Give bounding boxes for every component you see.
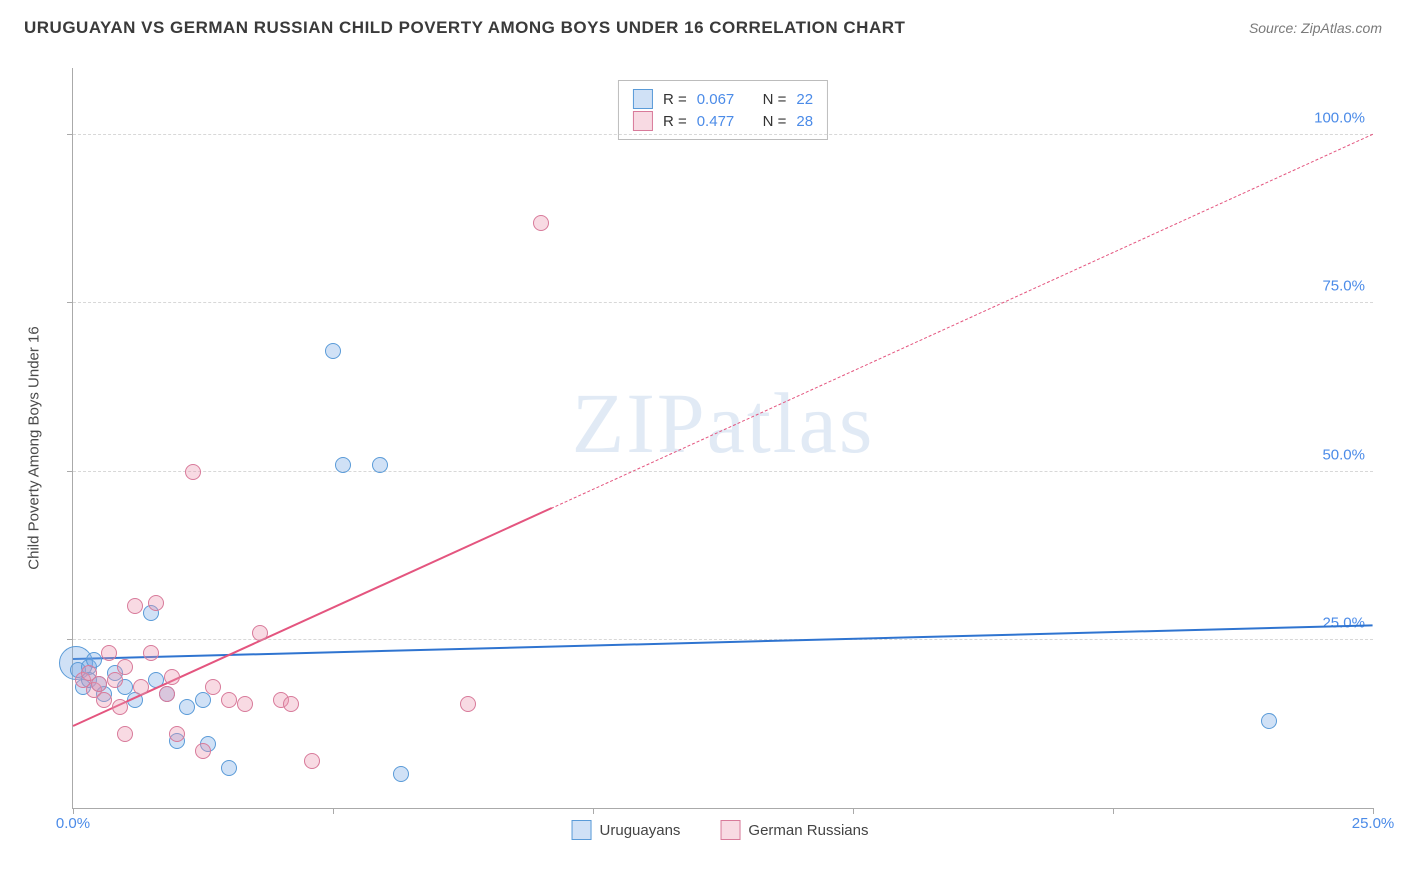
scatter-point bbox=[335, 457, 351, 473]
x-tick-mark bbox=[333, 808, 334, 814]
chart-container: Child Poverty Among Boys Under 16 ZIPatl… bbox=[50, 58, 1390, 838]
y-tick-mark bbox=[67, 134, 73, 135]
scatter-point bbox=[221, 760, 237, 776]
scatter-point bbox=[1261, 713, 1277, 729]
legend-label: Uruguayans bbox=[600, 822, 681, 839]
stat-n-value: 22 bbox=[796, 91, 813, 108]
scatter-point bbox=[460, 696, 476, 712]
scatter-point bbox=[304, 753, 320, 769]
scatter-point bbox=[91, 676, 107, 692]
x-tick-label: 0.0% bbox=[56, 815, 90, 832]
stat-legend-row: R = 0.477 N = 28 bbox=[633, 111, 813, 131]
legend-item: German Russians bbox=[720, 820, 868, 840]
scatter-point bbox=[195, 743, 211, 759]
gridline bbox=[73, 302, 1373, 303]
gridline bbox=[73, 134, 1373, 135]
stat-legend-row: R = 0.067 N = 22 bbox=[633, 89, 813, 109]
scatter-point bbox=[205, 679, 221, 695]
scatter-point bbox=[283, 696, 299, 712]
stat-n-label: N = bbox=[763, 113, 787, 130]
scatter-point bbox=[252, 625, 268, 641]
x-tick-mark bbox=[73, 808, 74, 814]
legend-item: Uruguayans bbox=[572, 820, 681, 840]
y-tick-label: 100.0% bbox=[1314, 110, 1365, 127]
scatter-point bbox=[117, 659, 133, 675]
stat-r-label: R = bbox=[663, 91, 687, 108]
y-tick-mark bbox=[67, 471, 73, 472]
scatter-point bbox=[148, 595, 164, 611]
watermark: ZIPatlas bbox=[572, 373, 875, 473]
gridline bbox=[73, 471, 1373, 472]
scatter-point bbox=[143, 645, 159, 661]
x-tick-mark bbox=[853, 808, 854, 814]
scatter-point bbox=[195, 692, 211, 708]
y-tick-label: 50.0% bbox=[1322, 446, 1365, 463]
stat-r-value: 0.477 bbox=[697, 113, 735, 130]
scatter-point bbox=[159, 686, 175, 702]
plot-area: ZIPatlas R = 0.067 N = 22 R = 0.477 N = 28 25… bbox=[72, 68, 1373, 809]
stat-r-label: R = bbox=[663, 113, 687, 130]
source-credit: Source: ZipAtlas.com bbox=[1249, 20, 1382, 36]
scatter-point bbox=[127, 598, 143, 614]
scatter-point bbox=[221, 692, 237, 708]
stat-n-label: N = bbox=[763, 91, 787, 108]
scatter-point bbox=[237, 696, 253, 712]
series-legend: Uruguayans German Russians bbox=[572, 820, 869, 840]
gridline bbox=[73, 639, 1373, 640]
scatter-point bbox=[112, 699, 128, 715]
scatter-point bbox=[117, 726, 133, 742]
x-tick-mark bbox=[1113, 808, 1114, 814]
scatter-point bbox=[179, 699, 195, 715]
stat-n-value: 28 bbox=[796, 113, 813, 130]
legend-swatch bbox=[633, 89, 653, 109]
legend-label: German Russians bbox=[748, 822, 868, 839]
y-tick-mark bbox=[67, 302, 73, 303]
scatter-point bbox=[393, 766, 409, 782]
y-axis-label: Child Poverty Among Boys Under 16 bbox=[26, 326, 43, 569]
scatter-point bbox=[96, 692, 112, 708]
scatter-point bbox=[133, 679, 149, 695]
scatter-point bbox=[164, 669, 180, 685]
chart-title: URUGUAYAN VS GERMAN RUSSIAN CHILD POVERT… bbox=[24, 18, 905, 38]
legend-swatch bbox=[633, 111, 653, 131]
scatter-point bbox=[325, 343, 341, 359]
x-tick-mark bbox=[593, 808, 594, 814]
trend-line bbox=[551, 134, 1373, 509]
trend-line bbox=[73, 624, 1373, 660]
x-tick-label: 25.0% bbox=[1352, 815, 1395, 832]
stat-legend: R = 0.067 N = 22 R = 0.477 N = 28 bbox=[618, 80, 828, 140]
x-tick-mark bbox=[1373, 808, 1374, 814]
y-tick-label: 25.0% bbox=[1322, 614, 1365, 631]
scatter-point bbox=[169, 726, 185, 742]
legend-swatch bbox=[720, 820, 740, 840]
y-tick-label: 75.0% bbox=[1322, 278, 1365, 295]
scatter-point bbox=[101, 645, 117, 661]
legend-swatch bbox=[572, 820, 592, 840]
y-tick-mark bbox=[67, 639, 73, 640]
scatter-point bbox=[372, 457, 388, 473]
stat-r-value: 0.067 bbox=[697, 91, 735, 108]
scatter-point bbox=[185, 464, 201, 480]
scatter-point bbox=[533, 215, 549, 231]
scatter-point bbox=[107, 672, 123, 688]
